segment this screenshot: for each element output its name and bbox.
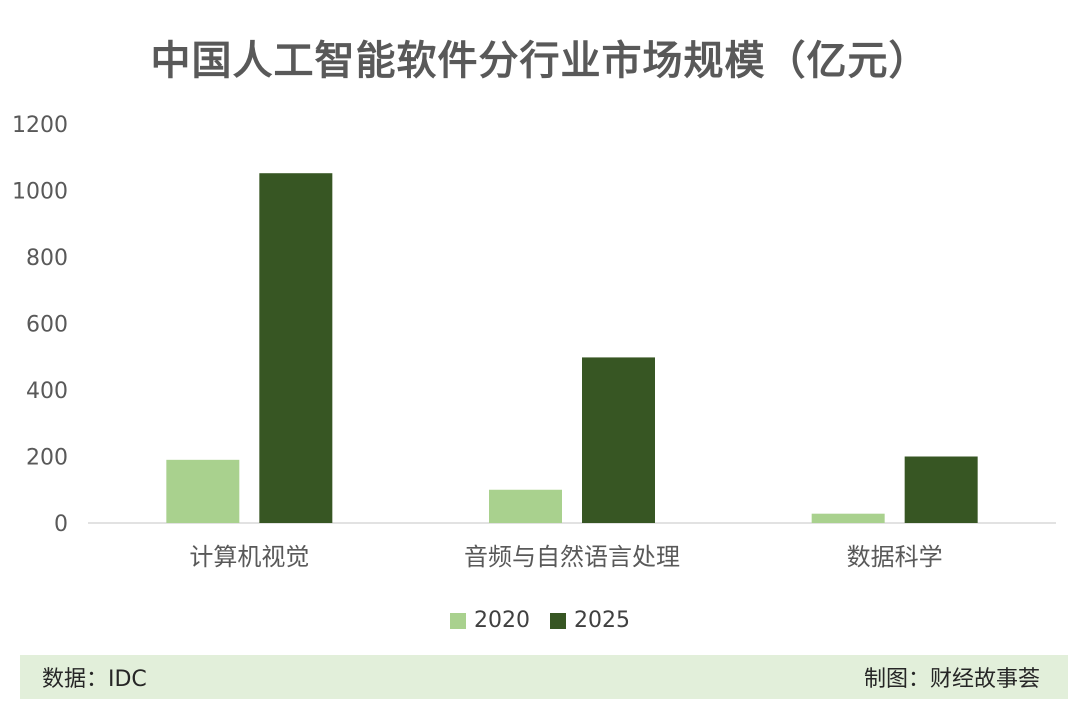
- legend-label-2025: 2025: [574, 608, 630, 633]
- x-tick-label: 数据科学: [847, 543, 943, 571]
- bar-2025-2: [904, 456, 978, 523]
- legend: 2020 2025: [0, 608, 1080, 633]
- y-tick-label: 400: [26, 379, 68, 404]
- bar-2020-2: [811, 513, 885, 523]
- bars: [166, 173, 978, 523]
- y-tick-label: 1000: [12, 180, 68, 205]
- legend-label-2020: 2020: [474, 608, 530, 633]
- source-text: 数据：IDC: [42, 667, 147, 692]
- y-axis-ticks: 0 200 400 600 800 1000 1200: [12, 113, 68, 537]
- y-tick-label: 600: [26, 313, 68, 338]
- y-tick-label: 1200: [12, 113, 68, 138]
- chart-title: 中国人工智能软件分行业市场规模（亿元）: [150, 38, 930, 84]
- footer-bar: 数据：IDC 制图：财经故事荟: [20, 655, 1068, 699]
- y-tick-label: 0: [54, 512, 68, 537]
- legend-item-2020: 2020: [450, 608, 530, 633]
- bar-chart: 0 200 400 600 800 1000 1200 计算机视觉 音频与自然语言处理 数据科学: [12, 113, 1056, 571]
- legend-item-2025: 2025: [550, 608, 630, 633]
- y-tick-label: 200: [26, 446, 68, 471]
- bar-2020-1: [489, 489, 562, 523]
- x-axis-labels: 计算机视觉 音频与自然语言处理 数据科学: [189, 543, 942, 571]
- legend-swatch-2020: [450, 612, 466, 629]
- bar-2025-0: [259, 173, 333, 523]
- bar-2025-1: [582, 357, 655, 523]
- x-tick-label: 计算机视觉: [189, 543, 309, 571]
- legend-swatch-2025: [550, 612, 566, 629]
- y-tick-label: 800: [26, 246, 68, 271]
- credit-text: 制图：财经故事荟: [863, 667, 1040, 692]
- x-tick-label: 音频与自然语言处理: [464, 543, 680, 571]
- bar-2020-0: [166, 459, 240, 523]
